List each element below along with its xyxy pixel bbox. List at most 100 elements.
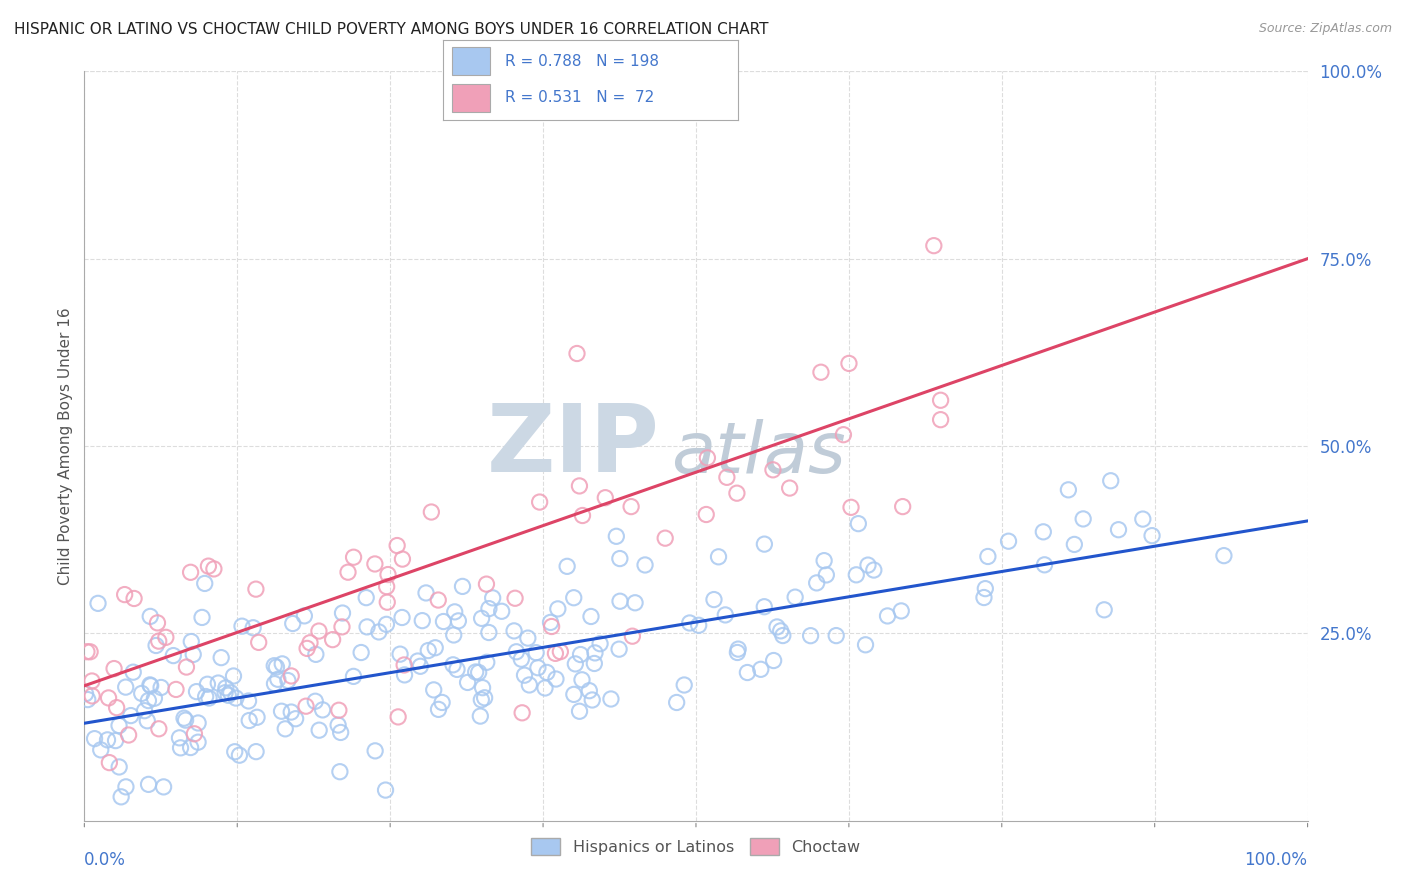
Point [929, 412, 952, 426]
Point [263, 676, 285, 690]
Point [138, 693, 160, 707]
Point [406, 654, 429, 668]
Point [150, 681, 173, 695]
Point [308, 624, 330, 638]
Point [845, 567, 868, 582]
Point [754, 599, 776, 614]
Point [267, 673, 290, 687]
Point [600, 692, 623, 706]
Point [503, 591, 526, 606]
Text: atlas: atlas [672, 419, 846, 488]
Point [862, 563, 884, 577]
Point [634, 558, 657, 572]
Point [562, 591, 585, 605]
Point [209, 650, 232, 665]
Point [122, 591, 145, 606]
Point [583, 657, 606, 671]
Point [1033, 558, 1056, 572]
Point [280, 705, 302, 719]
Point [332, 606, 354, 620]
Point [165, 682, 187, 697]
Point [90, 743, 112, 757]
Point [271, 657, 294, 671]
Point [342, 669, 364, 683]
Point [427, 702, 450, 716]
Text: R = 0.531   N =  72: R = 0.531 N = 72 [505, 90, 654, 105]
Point [1108, 523, 1130, 537]
Point [222, 669, 245, 683]
Point [105, 700, 128, 714]
Point [997, 534, 1019, 549]
Point [145, 639, 167, 653]
Point [194, 576, 217, 591]
Point [173, 711, 195, 725]
Point [176, 660, 198, 674]
Point [76, 645, 98, 659]
Point [117, 728, 139, 742]
Point [1212, 549, 1234, 563]
Point [555, 559, 578, 574]
Point [562, 687, 585, 701]
Point [420, 505, 443, 519]
Point [148, 634, 170, 648]
Point [392, 657, 415, 672]
Point [120, 708, 142, 723]
Point [391, 610, 413, 624]
FancyBboxPatch shape [451, 47, 491, 76]
Point [725, 645, 748, 659]
Point [242, 621, 264, 635]
Point [174, 713, 197, 727]
Point [540, 615, 562, 630]
Point [673, 678, 696, 692]
Point [1099, 474, 1122, 488]
Point [451, 579, 474, 593]
Text: HISPANIC OR LATINO VS CHOCTAW CHILD POVERTY AMONG BOYS UNDER 16 CORRELATION CHAR: HISPANIC OR LATINO VS CHOCTAW CHILD POVE… [14, 22, 769, 37]
Point [891, 500, 914, 514]
Point [467, 665, 489, 680]
Point [180, 566, 202, 580]
Point [131, 686, 153, 700]
Point [295, 641, 318, 656]
Point [581, 693, 603, 707]
Point [839, 500, 862, 515]
Point [79, 645, 101, 659]
Point [779, 481, 801, 495]
Point [422, 682, 444, 697]
Point [418, 643, 440, 657]
Point [443, 628, 465, 642]
Point [707, 549, 730, 564]
Point [696, 450, 718, 465]
Point [832, 427, 855, 442]
Point [550, 645, 572, 659]
Point [215, 681, 238, 695]
Point [432, 615, 454, 629]
Point [679, 615, 702, 630]
Point [471, 611, 494, 625]
Point [329, 764, 352, 779]
Point [464, 665, 486, 679]
Point [536, 665, 558, 680]
Point [183, 727, 205, 741]
Point [245, 582, 267, 596]
Point [311, 703, 333, 717]
Point [202, 562, 225, 576]
Point [568, 704, 591, 718]
Point [134, 704, 156, 718]
Point [443, 605, 465, 619]
Point [186, 684, 208, 698]
Point [527, 661, 550, 675]
Point [856, 558, 879, 573]
Point [374, 783, 396, 797]
Point [308, 723, 330, 738]
Point [716, 470, 738, 484]
Point [80, 673, 103, 688]
Point [377, 567, 399, 582]
Point [197, 559, 219, 574]
Point [513, 668, 536, 682]
Point [207, 676, 229, 690]
Point [772, 628, 794, 642]
Point [529, 495, 551, 509]
Point [82, 689, 104, 703]
Point [1092, 603, 1115, 617]
Point [108, 718, 131, 732]
